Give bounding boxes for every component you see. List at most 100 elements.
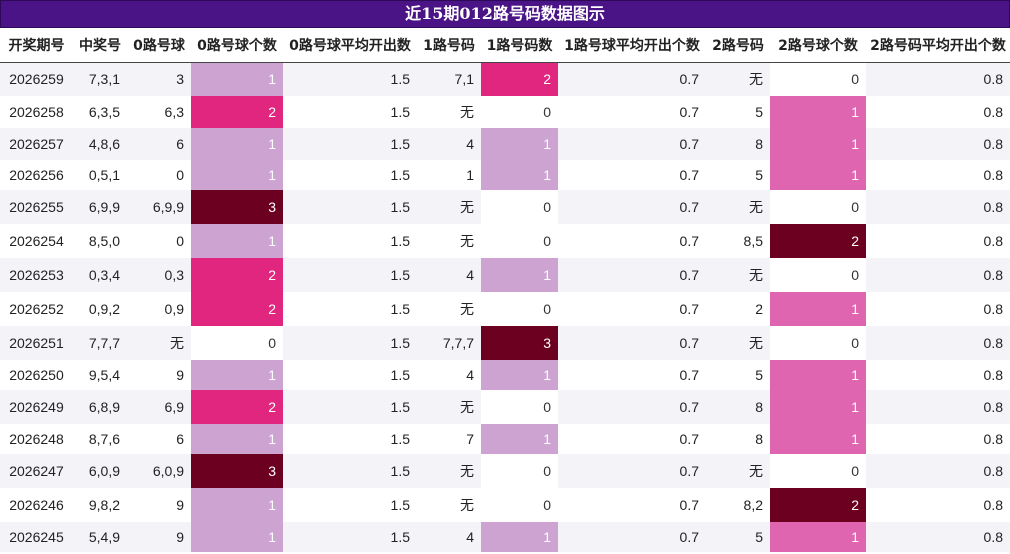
- r0-avg-cell: 1.5: [283, 424, 417, 454]
- r2-count-cell: 0: [770, 326, 866, 360]
- r2-avg-cell: 0.8: [866, 488, 1010, 522]
- winning-number-cell: 0,5,1: [73, 160, 127, 190]
- winning-number-cell: 7,3,1: [73, 62, 127, 96]
- r0-numbers-cell: 6: [127, 128, 191, 160]
- r2-avg-cell: 0.8: [866, 522, 1010, 552]
- period-cell: 2026246: [0, 488, 73, 522]
- r2-numbers-cell: 8,5: [706, 224, 770, 258]
- r0-numbers-cell: 0: [127, 160, 191, 190]
- r1-count-cell: 1: [481, 160, 558, 190]
- r0-avg-cell: 1.5: [283, 390, 417, 424]
- r0-avg-cell: 1.5: [283, 292, 417, 326]
- r2-count-cell: 0: [770, 62, 866, 96]
- r1-count-cell: 1: [481, 522, 558, 552]
- r0-count-cell: 1: [191, 160, 283, 190]
- col-header-number: 中奖号: [73, 28, 127, 63]
- r1-count-cell: 1: [481, 258, 558, 292]
- r1-numbers-cell: 无: [417, 96, 481, 128]
- winning-number-cell: 9,8,2: [73, 488, 127, 522]
- r0-numbers-cell: 9: [127, 488, 191, 522]
- r1-avg-cell: 0.7: [558, 96, 706, 128]
- period-cell: 2026254: [0, 224, 73, 258]
- r0-count-cell: 2: [191, 96, 283, 128]
- table-row: 2026258 6,3,5 6,3 2 1.5 无 0 0.7 5 1 0.8: [0, 96, 1010, 128]
- r1-count-cell: 0: [481, 190, 558, 224]
- r2-count-cell: 1: [770, 390, 866, 424]
- r1-avg-cell: 0.7: [558, 326, 706, 360]
- winning-number-cell: 6,9,9: [73, 190, 127, 224]
- period-cell: 2026245: [0, 522, 73, 552]
- r1-numbers-cell: 无: [417, 488, 481, 522]
- r1-avg-cell: 0.7: [558, 160, 706, 190]
- r0-numbers-cell: 6,9,9: [127, 190, 191, 224]
- table-row: 2026252 0,9,2 0,9 2 1.5 无 0 0.7 2 1 0.8: [0, 292, 1010, 326]
- period-cell: 2026249: [0, 390, 73, 424]
- r0-avg-cell: 1.5: [283, 224, 417, 258]
- r1-numbers-cell: 7,7,7: [417, 326, 481, 360]
- r2-avg-cell: 0.8: [866, 360, 1010, 390]
- r0-numbers-cell: 0,3: [127, 258, 191, 292]
- period-cell: 2026256: [0, 160, 73, 190]
- r0-avg-cell: 1.5: [283, 488, 417, 522]
- r2-count-cell: 2: [770, 224, 866, 258]
- r0-count-cell: 1: [191, 62, 283, 96]
- r2-avg-cell: 0.8: [866, 454, 1010, 488]
- r2-numbers-cell: 无: [706, 326, 770, 360]
- r0-numbers-cell: 9: [127, 360, 191, 390]
- r1-avg-cell: 0.7: [558, 190, 706, 224]
- r1-avg-cell: 0.7: [558, 128, 706, 160]
- r1-numbers-cell: 无: [417, 292, 481, 326]
- data-table: 开奖期号 中奖号 0路号球 0路号球个数 0路号球平均开出数 1路号码 1路号码…: [0, 28, 1010, 552]
- winning-number-cell: 4,8,6: [73, 128, 127, 160]
- r1-numbers-cell: 4: [417, 258, 481, 292]
- col-header-r0-avg: 0路号球平均开出数: [283, 28, 417, 63]
- r2-count-cell: 1: [770, 424, 866, 454]
- r2-numbers-cell: 8: [706, 390, 770, 424]
- table-row: 2026254 8,5,0 0 1 1.5 无 0 0.7 8,5 2 0.8: [0, 224, 1010, 258]
- r2-numbers-cell: 5: [706, 160, 770, 190]
- col-header-period: 开奖期号: [0, 28, 73, 63]
- r0-numbers-cell: 6,3: [127, 96, 191, 128]
- col-header-r1: 1路号码: [417, 28, 481, 63]
- col-header-r2-avg: 2路号码平均开出个数: [866, 28, 1010, 63]
- r0-numbers-cell: 3: [127, 62, 191, 96]
- table-header-row: 开奖期号 中奖号 0路号球 0路号球个数 0路号球平均开出数 1路号码 1路号码…: [0, 28, 1010, 63]
- table-row: 2026245 5,4,9 9 1 1.5 4 1 0.7 5 1 0.8: [0, 522, 1010, 552]
- r2-avg-cell: 0.8: [866, 62, 1010, 96]
- r2-count-cell: 1: [770, 128, 866, 160]
- r2-avg-cell: 0.8: [866, 326, 1010, 360]
- r2-count-cell: 1: [770, 292, 866, 326]
- r2-numbers-cell: 8: [706, 128, 770, 160]
- r2-avg-cell: 0.8: [866, 96, 1010, 128]
- r2-numbers-cell: 2: [706, 292, 770, 326]
- period-cell: 2026253: [0, 258, 73, 292]
- r0-count-cell: 1: [191, 360, 283, 390]
- period-cell: 2026255: [0, 190, 73, 224]
- r1-numbers-cell: 7,1: [417, 62, 481, 96]
- r1-count-cell: 0: [481, 224, 558, 258]
- r1-avg-cell: 0.7: [558, 522, 706, 552]
- r1-count-cell: 3: [481, 326, 558, 360]
- r0-count-cell: 2: [191, 390, 283, 424]
- r2-avg-cell: 0.8: [866, 292, 1010, 326]
- col-header-r0-count: 0路号球个数: [191, 28, 283, 63]
- r0-count-cell: 1: [191, 424, 283, 454]
- r0-numbers-cell: 6,9: [127, 390, 191, 424]
- r2-count-cell: 2: [770, 488, 866, 522]
- r2-numbers-cell: 无: [706, 62, 770, 96]
- r0-avg-cell: 1.5: [283, 454, 417, 488]
- col-header-r2: 2路号码: [706, 28, 770, 63]
- r0-avg-cell: 1.5: [283, 360, 417, 390]
- winning-number-cell: 8,5,0: [73, 224, 127, 258]
- table-row: 2026251 7,7,7 无 0 1.5 7,7,7 3 0.7 无 0 0.8: [0, 326, 1010, 360]
- r2-numbers-cell: 无: [706, 190, 770, 224]
- r1-avg-cell: 0.7: [558, 424, 706, 454]
- r2-avg-cell: 0.8: [866, 160, 1010, 190]
- r1-avg-cell: 0.7: [558, 390, 706, 424]
- r2-avg-cell: 0.8: [866, 424, 1010, 454]
- r1-avg-cell: 0.7: [558, 62, 706, 96]
- r0-count-cell: 3: [191, 190, 283, 224]
- period-cell: 2026259: [0, 62, 73, 96]
- winning-number-cell: 8,7,6: [73, 424, 127, 454]
- r1-avg-cell: 0.7: [558, 258, 706, 292]
